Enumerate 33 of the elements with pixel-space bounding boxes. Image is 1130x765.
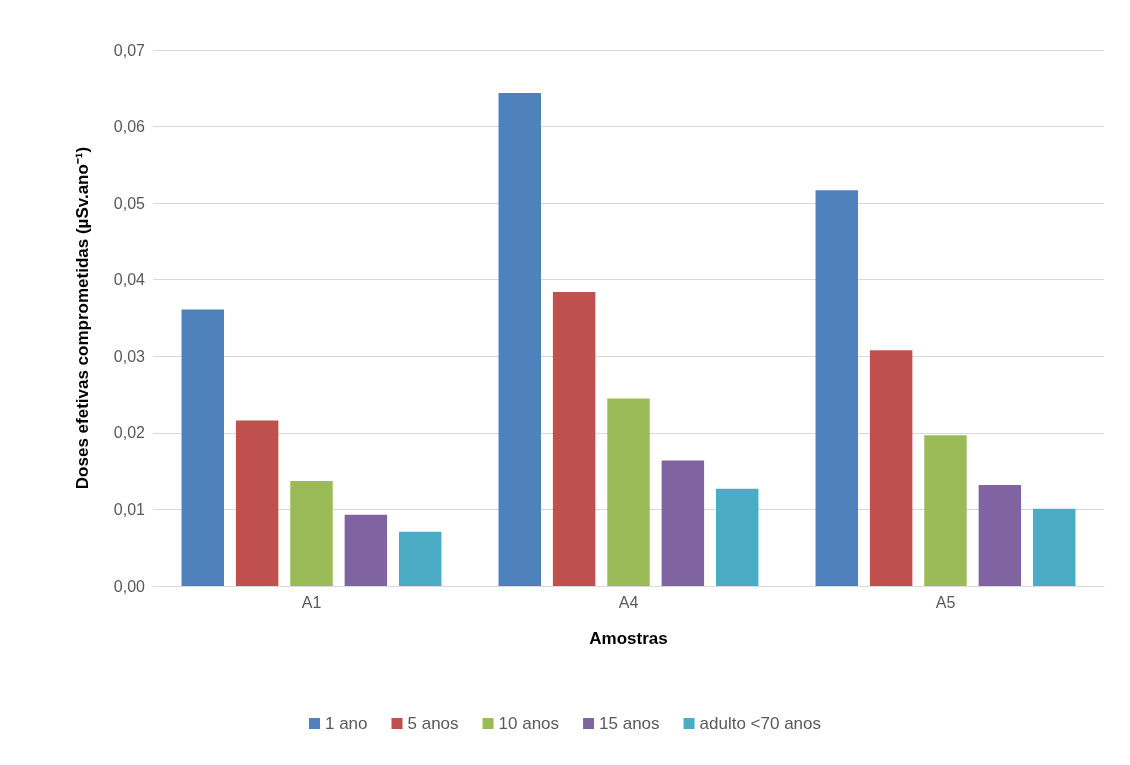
y-tick-label: 0,06 bbox=[113, 118, 146, 136]
y-tick-label: 0,05 bbox=[113, 194, 146, 212]
legend-label: 15 anos bbox=[599, 714, 660, 733]
bar bbox=[552, 291, 596, 586]
y-tick-label: 0,07 bbox=[113, 41, 146, 59]
x-axis-title: Amostras bbox=[589, 629, 668, 648]
y-tick-label: 0,02 bbox=[113, 424, 146, 442]
bar bbox=[344, 514, 388, 586]
bar bbox=[399, 531, 442, 586]
legend-label: adulto <70 anos bbox=[699, 714, 822, 733]
bar bbox=[716, 488, 759, 586]
bar bbox=[924, 435, 967, 586]
legend-label: 10 anos bbox=[498, 714, 560, 733]
bar bbox=[607, 398, 650, 586]
y-tick-label: 0,01 bbox=[113, 500, 146, 518]
bar bbox=[1033, 508, 1076, 586]
x-tick-label: A4 bbox=[618, 593, 639, 611]
bar bbox=[661, 460, 705, 586]
bar bbox=[181, 309, 224, 586]
x-tick-label: A1 bbox=[301, 593, 322, 611]
x-tick-label: A5 bbox=[935, 593, 956, 611]
legend-label: 5 anos bbox=[407, 714, 459, 733]
bar bbox=[235, 420, 279, 586]
y-tick-label: 0,00 bbox=[113, 577, 146, 595]
y-axis-title: Doses efetivas comprometidas (µSv.ano⁻¹) bbox=[73, 146, 92, 490]
bar bbox=[290, 481, 333, 586]
bar bbox=[978, 484, 1022, 586]
bar bbox=[815, 190, 858, 586]
y-tick-label: 0,04 bbox=[113, 271, 146, 289]
y-tick-label: 0,03 bbox=[113, 347, 146, 365]
legend-label: 1 ano bbox=[324, 714, 368, 733]
bar bbox=[498, 92, 541, 586]
bar bbox=[869, 350, 913, 586]
